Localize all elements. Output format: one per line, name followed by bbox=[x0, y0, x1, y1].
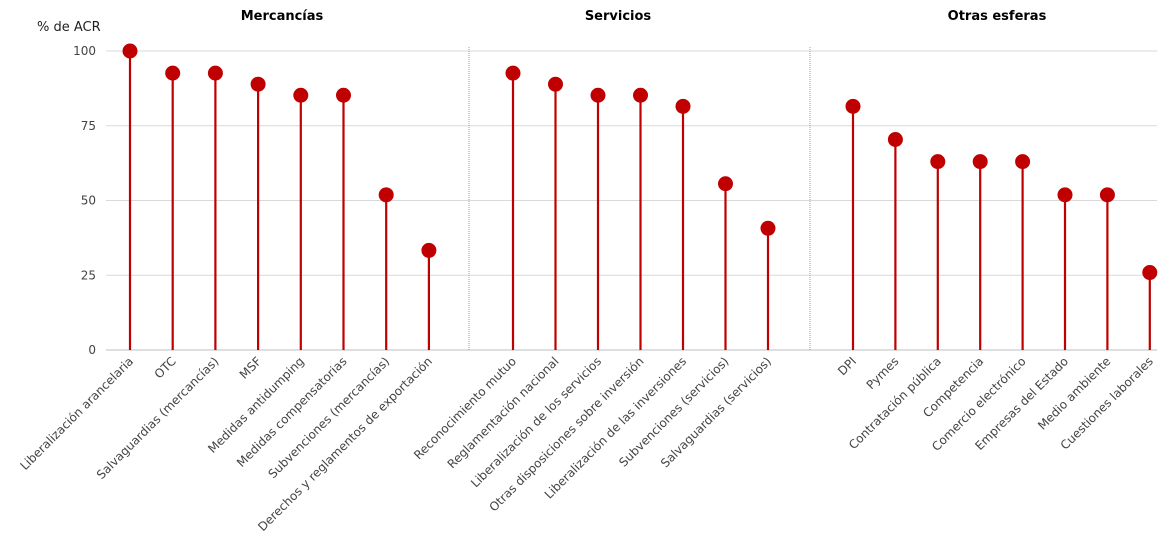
lollipop-point bbox=[336, 87, 351, 103]
lollipop-point bbox=[845, 98, 861, 114]
lollipop-points bbox=[122, 43, 1158, 281]
lollipop-point bbox=[293, 87, 309, 103]
x-axis-labels: Liberalización arancelaria OTCSalvaguardi… bbox=[17, 354, 1155, 534]
lollipop-point bbox=[1015, 154, 1031, 170]
lollipop-point bbox=[675, 98, 691, 114]
lollipop-point bbox=[590, 87, 606, 103]
lollipop-point bbox=[421, 242, 437, 258]
lollipop-point bbox=[972, 154, 988, 170]
section-titles: Mercancías Servicios Otras esferas bbox=[241, 9, 1047, 24]
lollipop-point bbox=[207, 65, 223, 81]
lollipop-point bbox=[505, 65, 521, 81]
x-tick-label: Pymes bbox=[864, 354, 902, 392]
y-axis-ticks: 0 25 50 75 100 bbox=[73, 44, 96, 357]
y-tick-label: 75 bbox=[81, 119, 96, 133]
lollipop-point bbox=[165, 65, 181, 81]
x-tick-label: Medio ambiente bbox=[1035, 354, 1113, 432]
lollipop-point bbox=[122, 43, 138, 59]
x-tick-label: DPI bbox=[835, 354, 859, 378]
section-title: Otras esferas bbox=[948, 9, 1047, 24]
lollipop-stems bbox=[128, 51, 1151, 350]
lollipop-point bbox=[1142, 265, 1158, 281]
section-dividers bbox=[468, 47, 811, 350]
y-tick-label: 100 bbox=[73, 44, 96, 58]
y-axis-label: % de ACR bbox=[37, 20, 101, 35]
y-tick-label: 25 bbox=[81, 268, 96, 282]
lollipop-point bbox=[930, 154, 946, 170]
lollipop-point bbox=[1057, 187, 1073, 203]
gridlines bbox=[106, 50, 1157, 351]
lollipop-point bbox=[887, 132, 903, 148]
lollipop-point bbox=[1099, 187, 1115, 203]
x-tick-label: Otras disposiciones sobre inversión bbox=[486, 354, 646, 514]
y-tick-label: 0 bbox=[88, 343, 96, 357]
lollipop-point bbox=[633, 87, 648, 103]
section-title: Mercancías bbox=[241, 9, 324, 24]
lollipop-point bbox=[760, 220, 776, 236]
y-tick-label: 50 bbox=[81, 194, 96, 208]
section-title: Servicios bbox=[585, 9, 652, 24]
lollipop-point bbox=[548, 76, 563, 92]
lollipop-point bbox=[378, 187, 394, 203]
lollipop-point bbox=[718, 176, 733, 192]
x-tick-label: OTC bbox=[152, 354, 179, 381]
lollipop-point bbox=[250, 76, 266, 92]
x-tick-label: MSF bbox=[237, 354, 265, 382]
